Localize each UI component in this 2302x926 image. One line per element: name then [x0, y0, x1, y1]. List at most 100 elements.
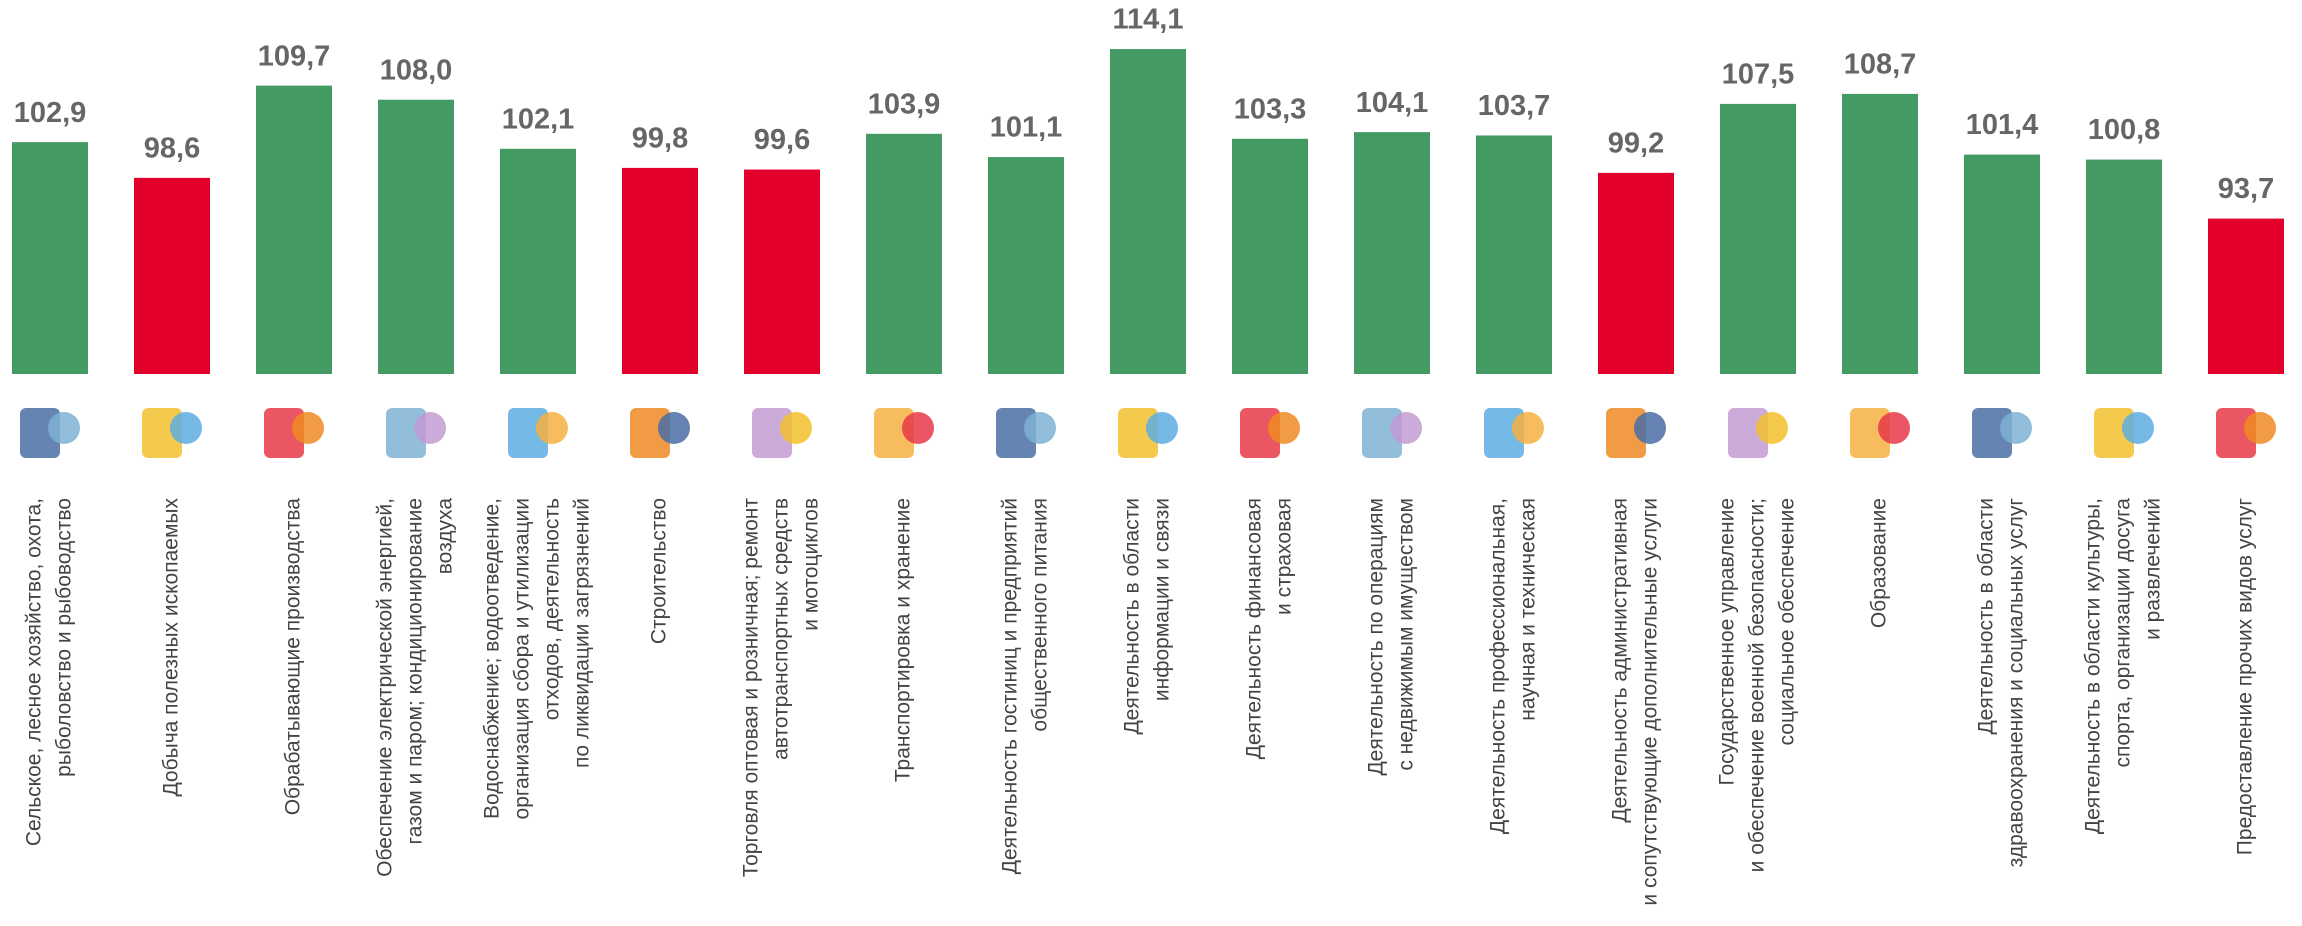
bar [1964, 155, 2040, 374]
icon [264, 408, 324, 458]
category-label: спорта, организации досуга [2112, 498, 2135, 768]
bar [134, 178, 210, 374]
icon [20, 408, 80, 458]
category-label: Государственное управление [1716, 498, 1739, 786]
value-label: 102,9 [14, 97, 87, 129]
value-label: 109,7 [258, 40, 331, 72]
bar [1842, 94, 1918, 374]
value-label: 100,8 [2088, 114, 2161, 146]
bar [1110, 49, 1186, 374]
value-label: 114,1 [1113, 4, 1184, 36]
value-label: 99,8 [632, 123, 688, 155]
icon-shape [658, 412, 690, 444]
category-label: Торговля оптовая и розничная; ремонт [740, 498, 763, 877]
category-label: отходов, деятельность [541, 498, 564, 720]
category-label: и обеспечение военной безопасности; [1746, 498, 1769, 872]
icon-shape [292, 412, 324, 444]
category-label: организация сбора и утилизации [511, 498, 534, 819]
icon-shape [1024, 412, 1056, 444]
category-label: Добыча полезных ископаемых [160, 498, 183, 797]
value-label: 107,5 [1722, 59, 1795, 91]
icon-shape [1512, 412, 1544, 444]
icon [1240, 408, 1300, 458]
category-label: автотранспортных средств [770, 498, 793, 760]
category-label: Обрабатывающие производства [282, 498, 305, 816]
icon [1484, 408, 1544, 458]
category-label: научная и техническая [1517, 498, 1540, 721]
category-label: Обеспечение электрической энергией, [374, 498, 397, 877]
icon-shape [170, 412, 202, 444]
bar [256, 86, 332, 374]
category-label: с недвижимым имуществом [1395, 498, 1418, 771]
icon-shape [1268, 412, 1300, 444]
category-label: социальное обеспечение [1776, 498, 1799, 745]
icon-shape [2122, 412, 2154, 444]
category-label: воздуха [434, 498, 457, 575]
bar [500, 149, 576, 374]
category-label: информации и связи [1151, 498, 1174, 701]
category-label: Водоснабжение; водоотведение, [481, 498, 504, 819]
category-label: Транспортировка и хранение [892, 498, 915, 782]
icon [1972, 408, 2032, 458]
value-label: 98,6 [144, 133, 200, 165]
value-label: 99,2 [1608, 128, 1664, 160]
value-label: 101,1 [990, 112, 1063, 144]
bar [2208, 219, 2284, 374]
icon-shape [1756, 412, 1788, 444]
icon-shape [1390, 412, 1422, 444]
icon-shape [414, 412, 446, 444]
icon-shape [1634, 412, 1666, 444]
icon [874, 408, 934, 458]
bar [1232, 139, 1308, 374]
bar [2086, 160, 2162, 374]
value-label: 108,0 [380, 54, 453, 86]
bar [866, 134, 942, 374]
icon [2216, 408, 2276, 458]
bar [1720, 104, 1796, 374]
value-label: 103,9 [868, 88, 941, 120]
category-label: и сопутствующие дополнительные услуги [1639, 498, 1662, 906]
icon [630, 408, 690, 458]
icon-shape [902, 412, 934, 444]
value-label: 99,6 [754, 124, 810, 156]
category-label: Предоставление прочих видов услуг [2234, 498, 2257, 856]
category-label: Деятельность по операциям [1365, 498, 1388, 776]
icon [996, 408, 1056, 458]
category-label: и мотоциклов [800, 498, 823, 631]
icon-shape [536, 412, 568, 444]
category-label: Деятельность в области [1975, 498, 1998, 735]
icon [1728, 408, 1788, 458]
category-label: Деятельность в области [1121, 498, 1144, 735]
icon [752, 408, 812, 458]
category-label: Сельское, лесное хозяйство, охота, [23, 498, 46, 846]
category-label: Деятельность гостиниц и предприятий [999, 498, 1022, 874]
icon [1118, 408, 1178, 458]
value-label: 108,7 [1844, 49, 1917, 81]
category-label: Деятельность в области культуры, [2082, 498, 2105, 834]
value-label: 101,4 [1966, 109, 2039, 141]
icon [2094, 408, 2154, 458]
category-label: Деятельность административная [1609, 498, 1632, 823]
icon [508, 408, 568, 458]
bar [12, 142, 88, 374]
category-label: общественного питания [1029, 498, 1052, 732]
value-label: 104,1 [1356, 87, 1429, 119]
bar [744, 170, 820, 374]
bar [1598, 173, 1674, 374]
category-label: и развлечений [2142, 498, 2165, 640]
bar [1354, 132, 1430, 374]
category-label: рыболовство и рыбоводство [53, 498, 76, 777]
category-label: здравоохранения и социальных услуг [2005, 498, 2028, 868]
value-label: 103,3 [1234, 93, 1307, 125]
value-label: 103,7 [1478, 90, 1551, 122]
icon [1606, 408, 1666, 458]
bar [622, 168, 698, 374]
value-label: 93,7 [2218, 173, 2274, 205]
icon [142, 408, 202, 458]
bar [378, 100, 454, 374]
icon [1850, 408, 1910, 458]
bar [1476, 135, 1552, 374]
icon-shape [1146, 412, 1178, 444]
category-label: по ликвидации загрязнений [571, 498, 594, 768]
icon-shape [780, 412, 812, 444]
